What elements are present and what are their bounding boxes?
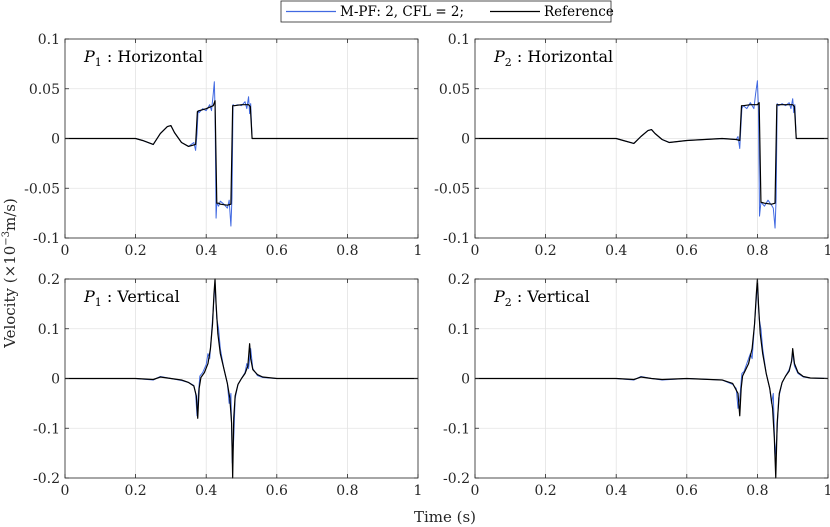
x-tick-label: 0 bbox=[471, 483, 480, 499]
x-tick-label: 0.2 bbox=[534, 483, 556, 499]
x-tick-label: 0.2 bbox=[124, 483, 146, 499]
x-tick-label: 0.2 bbox=[534, 243, 556, 259]
panel-p2-horizontal: 0 0.2 0.4 0.6 0.8 1 -0.1 -0.05 0 0.05 0.1 P2 : Hori… bbox=[434, 32, 830, 259]
x-tick-label: 0.2 bbox=[124, 243, 146, 259]
x-tick-label: 0.8 bbox=[746, 483, 768, 499]
panel-title: P1 : Horizontal bbox=[83, 47, 203, 69]
y-tick-label: 0.1 bbox=[448, 32, 470, 48]
y-tick-label: -0.1 bbox=[443, 231, 470, 247]
x-tick-label: 0.6 bbox=[266, 483, 288, 499]
x-tick-label: 0.8 bbox=[336, 483, 358, 499]
y-tick-label: 0.2 bbox=[38, 272, 60, 288]
y-tick-label: 0.2 bbox=[448, 272, 470, 288]
panel-p1-vertical: 0 0.2 0.4 0.6 0.8 1 -0.2 -0.1 0 0.1 0.2 P1 : Vertic… bbox=[33, 272, 422, 499]
y-tick-label: 0 bbox=[461, 132, 470, 148]
x-tick-label: 1 bbox=[414, 243, 423, 259]
series-line-reference bbox=[475, 278, 829, 479]
y-tick-label: 0.05 bbox=[439, 82, 470, 98]
y-tick-label: -0.2 bbox=[33, 471, 60, 487]
panel-title: P2 : Vertical bbox=[493, 287, 590, 309]
x-tick-label: 1 bbox=[824, 243, 830, 259]
x-tick-label: 0 bbox=[61, 483, 70, 499]
y-tick-label: 0.1 bbox=[38, 32, 60, 48]
x-tick-label: 0.4 bbox=[195, 483, 217, 499]
panel-p1-horizontal: 0 0.2 0.4 0.6 0.8 1 -0.1 -0.05 0 0.05 0.1 P1 : Hori… bbox=[24, 32, 422, 259]
legend-label-mpf: M-PF: 2, CFL = 2; bbox=[340, 4, 464, 20]
legend: M-PF: 2, CFL = 2; Reference bbox=[280, 0, 614, 23]
y-tick-label: 0.05 bbox=[29, 82, 60, 98]
y-tick-label: 0 bbox=[51, 132, 60, 148]
x-tick-label: 1 bbox=[824, 483, 830, 499]
legend-label-reference: Reference bbox=[544, 4, 614, 20]
x-tick-label: 0.6 bbox=[676, 483, 698, 499]
x-tick-label: 0.8 bbox=[336, 243, 358, 259]
y-tick-label: -0.2 bbox=[443, 471, 470, 487]
panel-p2-vertical: 0 0.2 0.4 0.6 0.8 1 -0.2 -0.1 0 0.1 0.2 P2 : Vertic… bbox=[443, 272, 830, 499]
x-axis-label: Time (s) bbox=[414, 508, 476, 526]
x-tick-label: 0 bbox=[471, 243, 480, 259]
y-tick-label: -0.1 bbox=[33, 231, 60, 247]
x-tick-label: 1 bbox=[414, 483, 423, 499]
y-tick-label: -0.05 bbox=[434, 181, 470, 197]
legend-box bbox=[280, 0, 612, 23]
x-tick-label: 0.4 bbox=[605, 243, 627, 259]
x-tick-label: 0.4 bbox=[195, 243, 217, 259]
panel-title: P2 : Horizontal bbox=[493, 47, 613, 69]
y-tick-label: -0.1 bbox=[443, 421, 470, 437]
x-tick-label: 0.6 bbox=[266, 243, 288, 259]
x-tick-label: 0.8 bbox=[746, 243, 768, 259]
y-tick-label: 0.1 bbox=[38, 322, 60, 338]
series-line-reference bbox=[65, 278, 418, 479]
y-tick-label: 0 bbox=[461, 372, 470, 388]
series-line-reference bbox=[475, 102, 828, 205]
panel-title: P1 : Vertical bbox=[83, 287, 180, 309]
y-tick-label: -0.1 bbox=[33, 421, 60, 437]
y-tick-label: 0.1 bbox=[448, 322, 470, 338]
series-line-reference bbox=[65, 100, 418, 206]
x-tick-label: 0 bbox=[61, 243, 70, 259]
y-axis-label: Velocity (×10−3m/s) bbox=[1, 198, 19, 349]
x-tick-label: 0.4 bbox=[605, 483, 627, 499]
x-tick-label: 0.6 bbox=[676, 243, 698, 259]
y-tick-label: 0 bbox=[51, 372, 60, 388]
y-tick-label: -0.05 bbox=[24, 181, 60, 197]
